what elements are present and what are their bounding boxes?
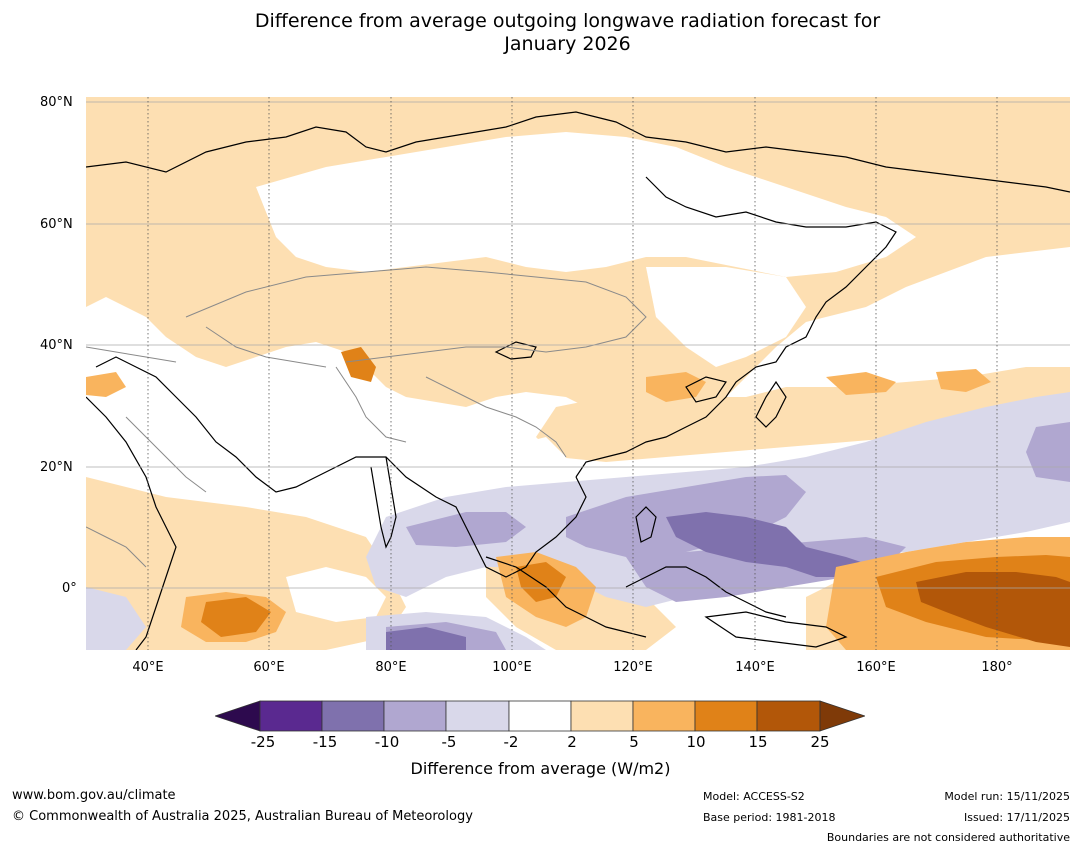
lon-label-140e: 140°E [735, 660, 775, 675]
title-line-2: January 2026 [504, 33, 631, 55]
lon-label-60e: 60°E [253, 660, 285, 675]
lat-label-40n: 40°N [40, 338, 73, 353]
colorbar-bin-5 [508, 700, 572, 732]
olr-anomaly-map [86, 97, 1070, 650]
anomaly-brown [916, 572, 1070, 647]
website-link[interactable]: www.bom.gov.au/climate [12, 788, 176, 803]
colorbar-bin-2 [321, 700, 385, 732]
colorbar-extend-low [215, 700, 261, 732]
colorbar-tick: -10 [374, 733, 400, 751]
chart-title: Difference from average outgoing longwav… [0, 10, 1081, 56]
colorbar-tick: 5 [629, 733, 639, 751]
colorbar-bin-1 [259, 700, 323, 732]
colorbar-tick: -2 [503, 733, 519, 751]
country-borders [86, 266, 647, 568]
lon-label-180: 180° [981, 660, 1013, 675]
title-line-1: Difference from average outgoing longwav… [254, 10, 881, 32]
colorbar-tick: -15 [312, 733, 338, 751]
colorbar-tick: 10 [686, 733, 706, 751]
colorbar-bin-7 [632, 700, 696, 732]
colorbar-tick: 15 [748, 733, 768, 751]
colorbar-bin-4 [445, 700, 510, 732]
model-run-date: Model run: 15/11/2025 [944, 790, 1070, 803]
coastlines [86, 111, 1070, 650]
anomaly-dark-lavender [386, 512, 876, 650]
copyright-text: © Commonwealth of Australia 2025, Austra… [12, 809, 473, 824]
issued-date: Issued: 17/11/2025 [963, 811, 1070, 824]
lon-label-40e: 40°E [132, 660, 164, 675]
lon-label-160e: 160°E [856, 660, 896, 675]
colorbar [215, 700, 865, 732]
colorbar-tick: -5 [441, 733, 457, 751]
meridians [147, 97, 998, 650]
colorbar-extend-high [819, 700, 865, 732]
colorbar-bin-3 [383, 700, 447, 732]
lat-label-60n: 60°N [40, 217, 73, 232]
model-name: Model: ACCESS-S2 [703, 790, 805, 803]
colorbar-tick: 25 [810, 733, 830, 751]
boundaries-disclaimer: Boundaries are not considered authoritat… [826, 831, 1070, 844]
colorbar-bin-6 [570, 700, 634, 732]
base-period: Base period: 1981-2018 [703, 811, 836, 824]
colorbar-tick: -25 [250, 733, 276, 751]
colorbar-bin-8 [694, 700, 758, 732]
lon-label-100e: 100°E [492, 660, 532, 675]
lat-label-20n: 20°N [40, 460, 73, 475]
lat-label-0: 0° [62, 581, 77, 596]
colorbar-tick: 2 [567, 733, 577, 751]
lon-label-120e: 120°E [613, 660, 653, 675]
colorbar-bin-9 [756, 700, 821, 732]
lat-label-80n: 80°N [40, 95, 73, 110]
colorbar-title: Difference from average (W/m2) [410, 759, 671, 778]
graticule [86, 101, 1070, 589]
lon-label-80e: 80°E [375, 660, 407, 675]
